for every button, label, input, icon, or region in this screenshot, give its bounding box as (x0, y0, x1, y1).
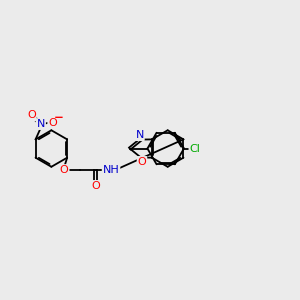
Text: −: − (54, 111, 64, 124)
Text: O: O (60, 165, 69, 175)
Text: N: N (135, 130, 144, 140)
Text: O: O (48, 118, 57, 128)
Text: NH: NH (103, 165, 119, 175)
Text: O: O (92, 181, 100, 191)
Text: O: O (27, 110, 36, 120)
Text: N: N (37, 119, 45, 129)
Text: Cl: Cl (190, 143, 201, 154)
Text: O: O (138, 157, 146, 167)
